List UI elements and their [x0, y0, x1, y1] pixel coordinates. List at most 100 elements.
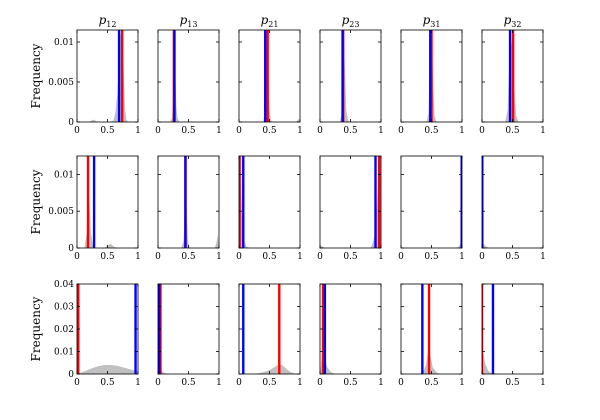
panel-frame: [157, 29, 220, 123]
density-area: [77, 365, 138, 374]
panel-r3-c5: 0 0.5 1: [398, 283, 465, 388]
column-title-base: p: [99, 13, 107, 27]
x-tick-label: 1: [216, 252, 222, 262]
y-axis-label-row-2: Frequency: [29, 169, 43, 234]
x-tick-label: 1: [135, 252, 141, 262]
x-tick-label: 1: [459, 378, 465, 388]
density-area: [482, 347, 543, 374]
column-title-6: p32: [504, 13, 522, 29]
panel-plot-area: [77, 284, 138, 374]
x-tick-label: 0.5: [424, 252, 439, 262]
y-tick-label: 0.04: [54, 280, 74, 290]
x-tick-label: 0: [317, 252, 323, 262]
panel-r3-c4: 0 0.5 1: [317, 283, 384, 388]
panel-r3-c1: 0 0.5 1 0 0.01 0.02 0.03 0.04: [54, 280, 141, 388]
panel-plot-area: [239, 284, 300, 374]
panel-plot-area: [482, 30, 543, 122]
y-tick-label: 0.03: [54, 303, 74, 313]
column-title-base: p: [180, 13, 188, 27]
panel-plot-area: [158, 284, 219, 374]
y-tick-label: 0.01: [54, 170, 74, 180]
x-tick-label: 0: [236, 252, 242, 262]
column-title-subscript: 32: [511, 20, 521, 29]
column-title-base: p: [261, 13, 269, 27]
panel-plot-area: [482, 284, 543, 374]
x-tick-label: 0.5: [343, 126, 358, 136]
panel-plot-area: [320, 156, 381, 248]
panel-plot-area: [401, 30, 462, 122]
x-tick-label: 0: [74, 378, 80, 388]
panel-plot-area: [320, 284, 381, 374]
y-tick-label: 0: [68, 244, 74, 254]
x-tick-label: 0: [155, 378, 161, 388]
panel-r2-c4: 0 0.5 1: [317, 155, 384, 262]
x-tick-label: 0: [74, 126, 80, 136]
x-tick-label: 0.5: [424, 378, 439, 388]
x-tick-label: 0.5: [424, 126, 439, 136]
y-tick-label: 0.005: [48, 78, 74, 88]
y-tick-label: 0: [68, 118, 74, 128]
x-tick-label: 0.5: [100, 378, 115, 388]
x-tick-label: 0.5: [505, 126, 520, 136]
x-tick-label: 1: [459, 252, 465, 262]
x-tick-label: 1: [135, 378, 141, 388]
panel-plot-area: [320, 30, 381, 122]
column-title-5: p31: [423, 13, 441, 29]
x-tick-label: 0.5: [100, 252, 115, 262]
y-axis-label-row-1: Frequency: [29, 43, 43, 108]
panel-frame: [76, 283, 139, 375]
x-tick-label: 1: [135, 126, 141, 136]
x-tick-label: 1: [378, 126, 384, 136]
x-tick-label: 1: [297, 252, 303, 262]
x-tick-label: 0.5: [181, 126, 196, 136]
panel-plot-area: [158, 30, 219, 122]
density-area: [320, 161, 381, 248]
panel-r2-c3: 0 0.5 1: [236, 155, 303, 262]
column-title-1: p12: [99, 13, 117, 29]
column-title-subscript: 13: [187, 20, 197, 29]
x-tick-label: 0: [155, 126, 161, 136]
x-tick-label: 0: [236, 378, 242, 388]
panel-frame: [400, 155, 463, 249]
panel-plot-area: [482, 156, 543, 248]
column-title-2: p13: [180, 13, 198, 29]
density-area: [239, 364, 300, 374]
x-tick-label: 1: [297, 378, 303, 388]
panel-plot-area: [239, 30, 300, 122]
column-title-base: p: [423, 13, 431, 27]
y-tick-label: 0.005: [48, 207, 74, 217]
x-tick-label: 0: [398, 252, 404, 262]
panel-plot-area: [77, 156, 138, 248]
x-tick-label: 0: [236, 126, 242, 136]
panel-r1-c2: 0 0.5 1: [155, 29, 222, 136]
density-area: [239, 35, 300, 122]
y-tick-label: 0: [68, 370, 74, 380]
panel-frame: [319, 29, 382, 123]
column-title-subscript: 31: [430, 20, 440, 29]
x-tick-label: 0: [398, 126, 404, 136]
panel-frame: [238, 155, 301, 249]
density-area: [158, 163, 219, 248]
panel-r3-c6: 0 0.5 1: [479, 283, 546, 388]
column-title-subscript: 12: [106, 20, 116, 29]
panel-r3-c2: 0 0.5 1: [155, 283, 222, 388]
panel-r2-c2: 0 0.5 1: [155, 155, 222, 262]
panel-frame: [400, 283, 463, 375]
x-tick-label: 0.5: [343, 252, 358, 262]
x-tick-label: 0.5: [262, 252, 277, 262]
panel-plot-area: [239, 156, 300, 248]
x-tick-label: 1: [459, 126, 465, 136]
panel-r1-c5: 0 0.5 1: [398, 29, 465, 136]
density-area: [77, 159, 138, 248]
panel-plot-area: [77, 30, 138, 122]
x-tick-label: 0.5: [505, 252, 520, 262]
x-tick-label: 1: [297, 126, 303, 136]
x-tick-label: 0: [317, 378, 323, 388]
y-tick-label: 0.01: [54, 38, 74, 48]
x-tick-label: 1: [216, 126, 222, 136]
density-area: [77, 30, 138, 122]
y-tick-label: 0.01: [54, 348, 74, 358]
x-tick-label: 0.5: [100, 126, 115, 136]
